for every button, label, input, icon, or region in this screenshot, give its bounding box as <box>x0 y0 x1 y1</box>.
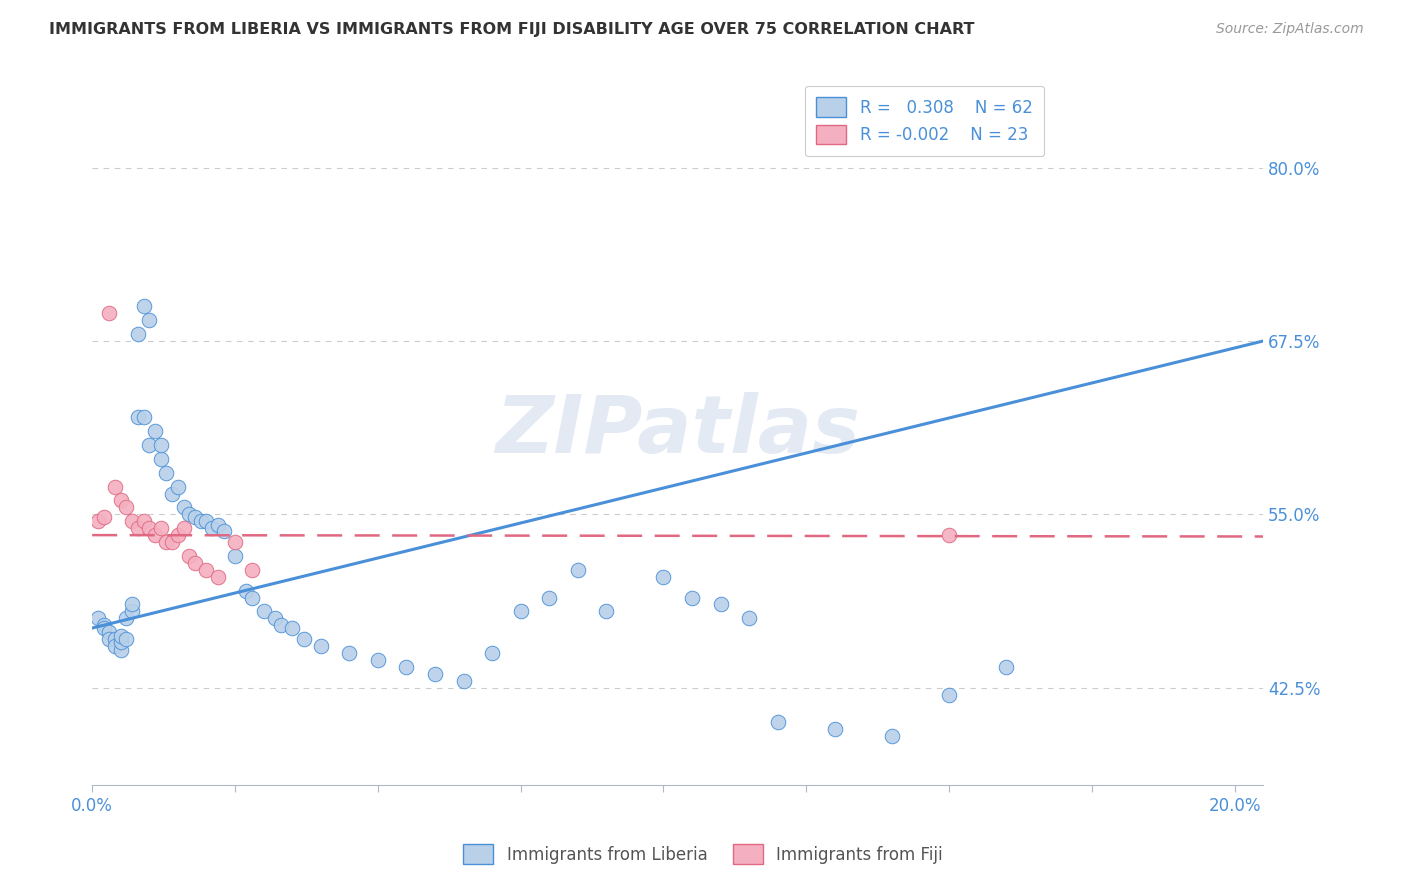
Point <box>87 611 110 625</box>
Point <box>104 632 127 647</box>
Point <box>509 604 531 618</box>
Point <box>149 451 172 466</box>
Point <box>143 528 166 542</box>
Point <box>138 521 160 535</box>
Point <box>240 563 263 577</box>
Point <box>766 715 789 730</box>
Point <box>938 528 960 542</box>
Point <box>87 514 110 528</box>
Point <box>132 514 155 528</box>
Point <box>240 591 263 605</box>
Point <box>195 563 218 577</box>
Point <box>110 493 132 508</box>
Point <box>224 535 246 549</box>
Point <box>93 621 115 635</box>
Point <box>104 479 127 493</box>
Point <box>167 528 190 542</box>
Text: ZIPatlas: ZIPatlas <box>495 392 860 470</box>
Point <box>652 570 675 584</box>
Point <box>738 611 761 625</box>
Point <box>115 500 138 515</box>
Point <box>337 646 360 660</box>
Text: IMMIGRANTS FROM LIBERIA VS IMMIGRANTS FROM FIJI DISABILITY AGE OVER 75 CORRELATI: IMMIGRANTS FROM LIBERIA VS IMMIGRANTS FR… <box>49 22 974 37</box>
Point <box>104 639 127 653</box>
Point <box>292 632 315 647</box>
Point <box>224 549 246 563</box>
Point <box>110 629 132 643</box>
Point <box>93 618 115 632</box>
Point <box>938 688 960 702</box>
Point <box>143 424 166 438</box>
Point <box>538 591 561 605</box>
Point <box>173 521 195 535</box>
Point <box>201 521 224 535</box>
Point <box>309 639 332 653</box>
Point <box>160 486 183 500</box>
Point <box>110 635 132 649</box>
Point <box>132 299 155 313</box>
Legend: Immigrants from Liberia, Immigrants from Fiji: Immigrants from Liberia, Immigrants from… <box>457 838 949 871</box>
Point <box>212 524 235 538</box>
Point <box>155 535 177 549</box>
Point <box>98 632 121 647</box>
Point <box>179 508 201 522</box>
Point <box>595 604 617 618</box>
Point <box>149 521 172 535</box>
Point <box>127 410 149 425</box>
Point <box>395 660 418 674</box>
Point <box>167 479 190 493</box>
Point <box>567 563 589 577</box>
Point <box>149 438 172 452</box>
Point <box>281 621 304 635</box>
Point <box>207 570 229 584</box>
Point <box>115 611 138 625</box>
Point <box>132 410 155 425</box>
Point <box>367 653 389 667</box>
Point <box>184 510 207 524</box>
Point <box>138 313 160 327</box>
Legend: R =   0.308    N = 62, R = -0.002    N = 23: R = 0.308 N = 62, R = -0.002 N = 23 <box>804 86 1045 156</box>
Point <box>423 666 446 681</box>
Point <box>184 556 207 570</box>
Point <box>481 646 503 660</box>
Point <box>127 521 149 535</box>
Point <box>160 535 183 549</box>
Point <box>453 673 475 688</box>
Point <box>179 549 201 563</box>
Point <box>115 632 138 647</box>
Point <box>195 514 218 528</box>
Point <box>681 591 703 605</box>
Point <box>207 518 229 533</box>
Point <box>710 598 733 612</box>
Point <box>121 598 143 612</box>
Point <box>235 583 257 598</box>
Point <box>98 625 121 640</box>
Point <box>121 604 143 618</box>
Point <box>127 326 149 341</box>
Text: Source: ZipAtlas.com: Source: ZipAtlas.com <box>1216 22 1364 37</box>
Point <box>121 514 143 528</box>
Point <box>264 611 287 625</box>
Point <box>252 604 274 618</box>
Point <box>190 514 212 528</box>
Point <box>155 466 177 480</box>
Point <box>138 438 160 452</box>
Point <box>880 729 903 743</box>
Point <box>110 643 132 657</box>
Point <box>173 500 195 515</box>
Point <box>93 510 115 524</box>
Point <box>995 660 1018 674</box>
Point <box>98 306 121 320</box>
Point <box>270 618 292 632</box>
Point <box>824 723 846 737</box>
